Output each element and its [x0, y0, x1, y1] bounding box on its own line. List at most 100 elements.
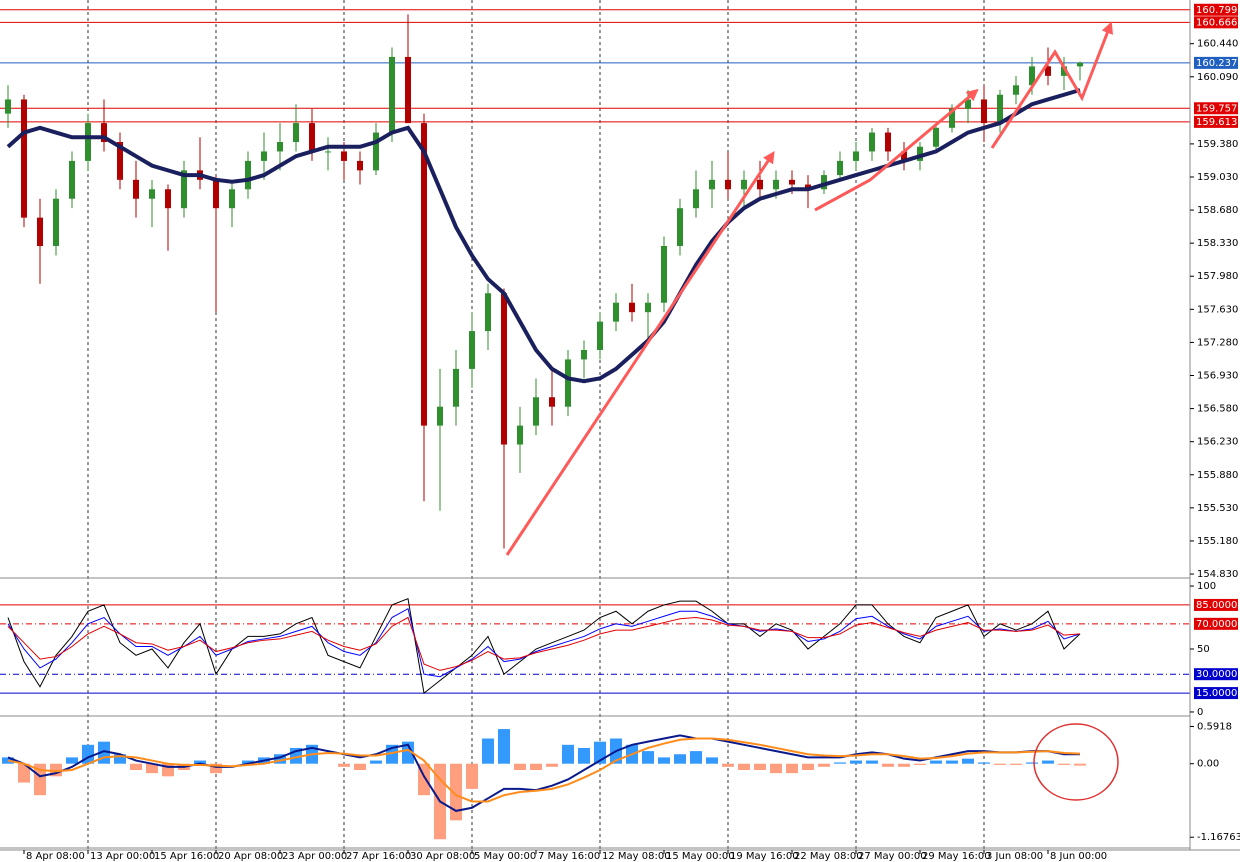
- histogram-bar: [658, 757, 670, 764]
- histogram-bar: [802, 763, 814, 770]
- histogram-bar: [482, 738, 494, 764]
- candle-body: [261, 151, 267, 161]
- candle-body: [901, 151, 907, 161]
- histogram-bar: [34, 763, 46, 796]
- candle-body: [565, 359, 571, 407]
- candle-body: [277, 142, 283, 152]
- candle-body: [549, 397, 555, 407]
- level-label: 160.666: [1196, 17, 1237, 28]
- level-label-box: [1194, 16, 1238, 29]
- candle-body: [613, 302, 619, 322]
- candle-body: [709, 179, 715, 190]
- level-label: 85.0000: [1196, 600, 1237, 611]
- y-tick-label: 156.230: [1197, 437, 1238, 448]
- x-tick-label: 13 Apr 00:00: [90, 851, 155, 862]
- histogram-bar: [882, 763, 894, 767]
- histogram-bar: [850, 760, 862, 764]
- histogram-bar: [466, 763, 478, 789]
- candle-body: [309, 123, 315, 152]
- histogram-bar: [114, 754, 126, 764]
- x-tick-label: 15 Apr 16:00: [154, 851, 219, 862]
- level-label-box: [1194, 687, 1238, 700]
- y-tick-label: 50: [1197, 644, 1210, 655]
- histogram-bar: [146, 763, 158, 774]
- x-tick-label: 19 May 16:00: [730, 851, 799, 862]
- candle-body: [917, 146, 923, 161]
- histogram-bar: [754, 763, 766, 770]
- candle-body: [965, 99, 971, 109]
- candle-body: [805, 184, 811, 190]
- candle-body: [853, 151, 859, 161]
- histogram-bar: [498, 729, 510, 764]
- histogram-bar: [562, 744, 574, 764]
- histogram-bar: [946, 760, 958, 764]
- x-tick-label: 15 May 00:00: [666, 851, 735, 862]
- level-label-box: [1194, 598, 1238, 611]
- candle-body: [933, 127, 939, 147]
- candle-body: [693, 189, 699, 209]
- level-label-box: [1194, 115, 1238, 128]
- histogram-bar: [738, 763, 750, 770]
- moving-average: [6, 88, 1081, 384]
- candle-body: [1061, 66, 1067, 76]
- candle-body: [165, 189, 171, 209]
- histogram-bar: [994, 763, 1006, 765]
- candle-body: [37, 217, 43, 246]
- candle-body: [245, 160, 251, 190]
- candle-body: [1013, 85, 1019, 95]
- trend-arrow: [505, 150, 775, 556]
- candle-body: [533, 397, 539, 426]
- candle-body: [101, 123, 107, 143]
- x-tick-label: 22 May 08:00: [794, 851, 863, 862]
- histogram-bar: [18, 763, 30, 783]
- x-tick-label: 8 Jun 00:00: [1050, 851, 1107, 862]
- candle-body: [837, 160, 843, 176]
- y-tick-label: 156.580: [1197, 404, 1238, 415]
- histogram-bar: [194, 760, 206, 764]
- candle-body: [53, 198, 59, 246]
- candle-body: [85, 123, 91, 161]
- y-tick-label: 158.680: [1197, 205, 1238, 216]
- candle-body: [629, 302, 635, 313]
- histogram-bar: [978, 762, 990, 764]
- x-tick-label: 23 Apr 00:00: [282, 851, 347, 862]
- histogram-bar: [450, 763, 462, 821]
- histogram-bar: [242, 760, 254, 764]
- histogram-bar: [1010, 763, 1022, 765]
- histogram-bar: [866, 760, 878, 764]
- highlight-circle: [1033, 723, 1119, 801]
- y-tick-label: 160.090: [1197, 72, 1238, 83]
- histogram-bar: [690, 751, 702, 764]
- candle-body: [373, 132, 379, 171]
- candle-body: [437, 406, 443, 426]
- candle-body: [389, 56, 395, 133]
- y-tick-label: 155.180: [1197, 536, 1238, 547]
- candle-body: [597, 321, 603, 350]
- candle-body: [949, 108, 955, 128]
- candle-body: [869, 132, 875, 152]
- candle-body: [149, 189, 155, 199]
- trend-arrow: [990, 21, 1113, 149]
- histogram-bar: [530, 763, 542, 770]
- histogram-bar: [674, 754, 686, 764]
- x-tick-label: 5 May 00:00: [474, 851, 536, 862]
- histogram-bar: [546, 763, 558, 767]
- y-tick-label: 0.00: [1197, 759, 1219, 770]
- candle-body: [1045, 66, 1051, 76]
- annotations: [505, 21, 1119, 801]
- histogram-bar: [1026, 762, 1038, 764]
- y-tick-label: 155.880: [1197, 470, 1238, 481]
- level-label-box: [1194, 3, 1238, 16]
- candle-body: [885, 132, 891, 152]
- histogram-bar: [370, 760, 382, 764]
- y-tick-label: 0.5918: [1197, 721, 1232, 732]
- candle-body: [117, 142, 123, 180]
- histogram-bar: [1058, 763, 1070, 765]
- y-tick-label: 159.380: [1197, 139, 1238, 150]
- level-label: 160.799: [1196, 5, 1237, 16]
- candle-body: [341, 151, 347, 161]
- level-label: 30.0000: [1196, 669, 1237, 680]
- y-tick-label: 0: [1197, 707, 1203, 718]
- candle-body: [69, 160, 75, 199]
